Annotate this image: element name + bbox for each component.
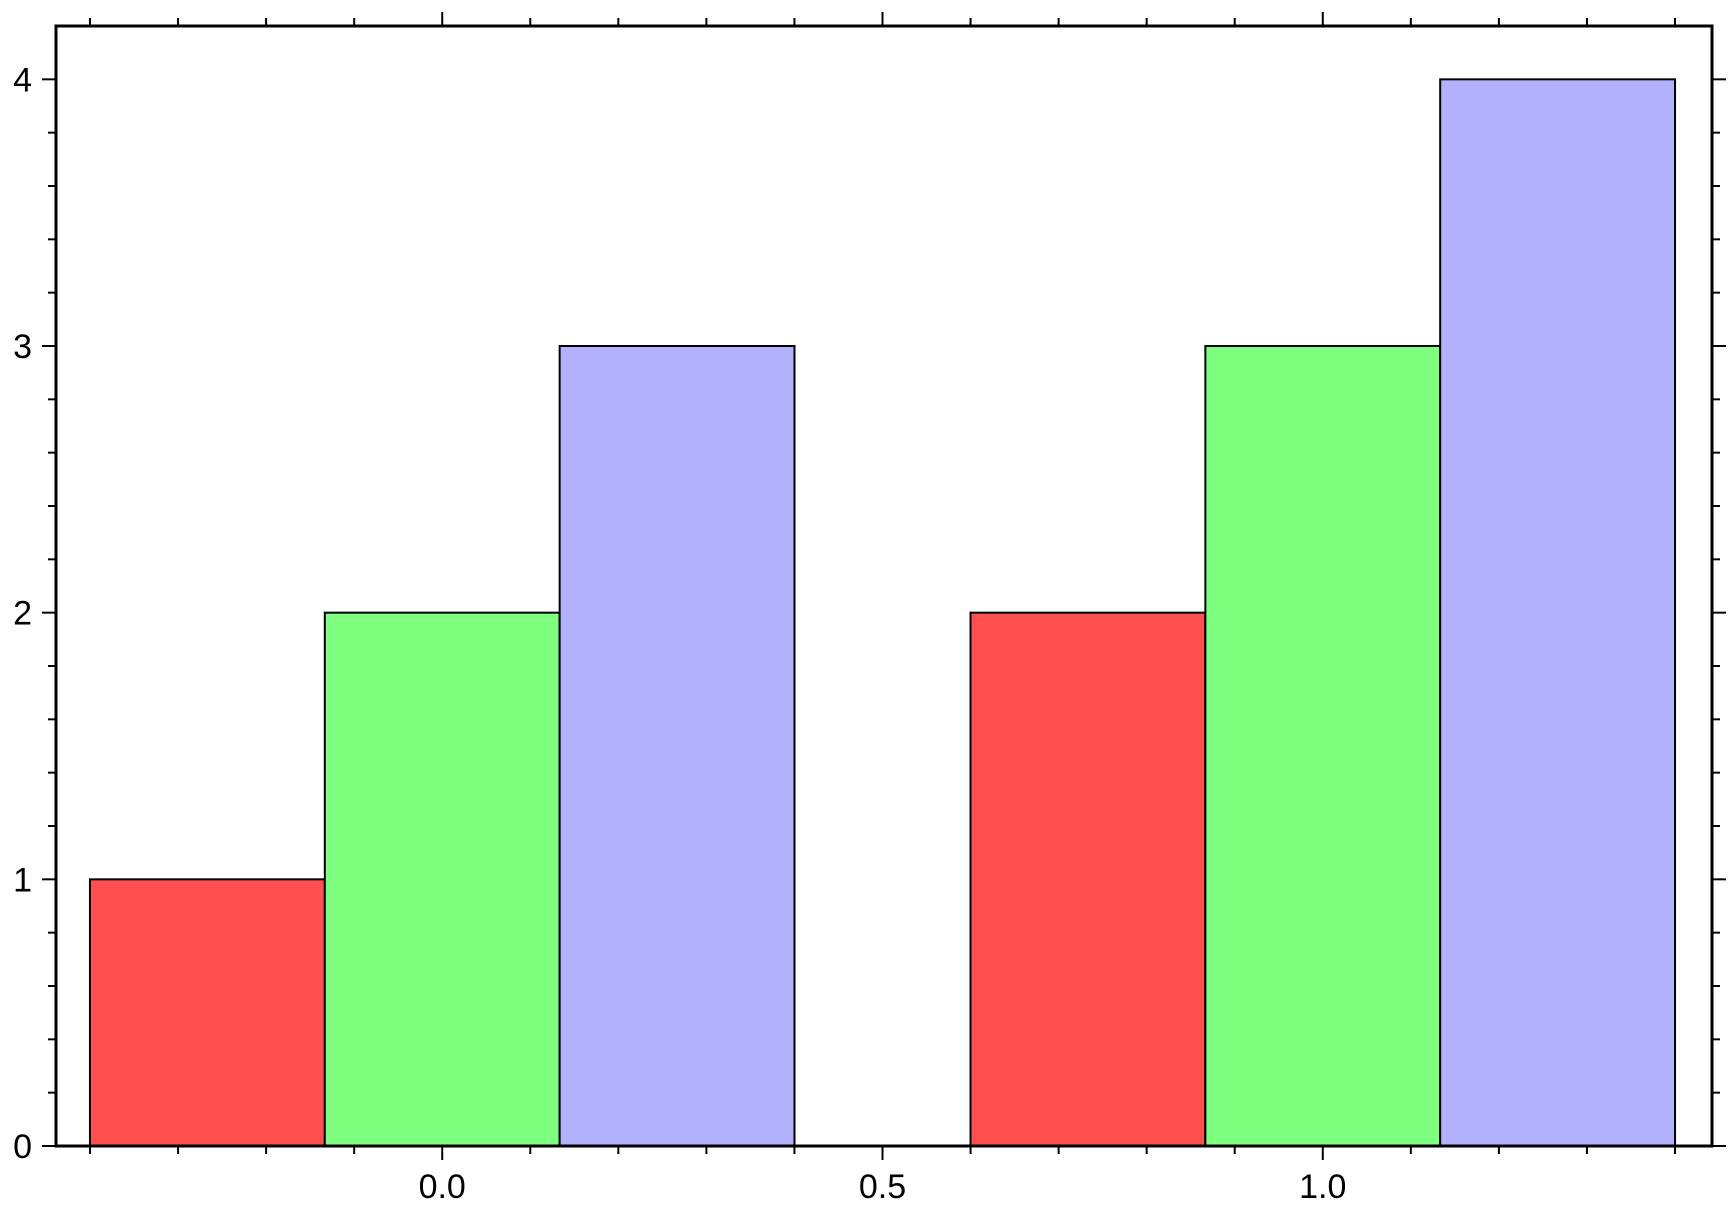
y-tick-label: 0 bbox=[13, 1128, 32, 1166]
x-tick-label: 1.0 bbox=[1299, 1168, 1346, 1206]
y-tick-label: 1 bbox=[13, 861, 32, 899]
tick-labels-layer: 0.0 0.5 1.0 0 1 2 3 4 bbox=[13, 61, 1346, 1206]
y-tick-label: 4 bbox=[13, 61, 32, 99]
x-tick-label: 0.5 bbox=[859, 1168, 906, 1206]
bar-series3-2 bbox=[1439, 78, 1677, 1147]
bar-series2-1 bbox=[323, 611, 561, 1147]
plot-frame bbox=[54, 24, 1714, 1148]
y-tick-label: 2 bbox=[13, 595, 32, 633]
bars-layer bbox=[88, 78, 1677, 1147]
bar-series1-1 bbox=[88, 878, 326, 1147]
bar-series3-1 bbox=[558, 345, 796, 1147]
bar-series1-2 bbox=[969, 611, 1207, 1147]
y-tick-label: 3 bbox=[13, 328, 32, 366]
bar-series2-2 bbox=[1204, 345, 1442, 1147]
x-tick-label: 0.0 bbox=[419, 1168, 466, 1206]
